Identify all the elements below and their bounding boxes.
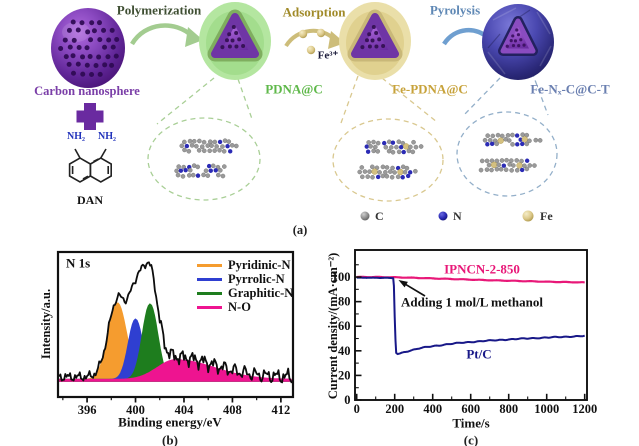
adsorption-label: Adsorption <box>282 4 346 20</box>
legend-swatch <box>197 305 222 309</box>
tick-label: 80 <box>338 295 351 309</box>
legend-item: N-O <box>197 300 293 314</box>
caption-a: (a) <box>292 222 308 237</box>
atom-legend-fe-label: Fe <box>540 209 553 223</box>
zoom-callout-pdna <box>147 77 261 201</box>
tick-label: 0 <box>344 393 350 407</box>
legend-label: Graphitic-N <box>228 285 294 300</box>
xps-yaxis-label: Intensity/a.u. <box>38 288 53 360</box>
caption-c: (c) <box>463 432 479 446</box>
synthesis-schematic-panel <box>51 2 558 222</box>
fenx-molecular-structure <box>478 132 543 173</box>
fe-pdna-c-label: Fe-PDNA@C <box>392 81 468 97</box>
fe-ion-dots <box>298 28 326 55</box>
legend-label: N-O <box>228 299 251 314</box>
curve-IPNCN-2-850 <box>356 275 585 284</box>
tick-label: 412 <box>272 403 291 417</box>
xps-plot-frame <box>56 250 295 399</box>
adsorption-arrow <box>284 28 345 49</box>
atom-legend-c-label: C <box>375 209 384 223</box>
annotation-arrow-head <box>398 280 408 288</box>
iron-atom-icon <box>522 210 534 222</box>
xps-plot: 396 400 404 408 412 <box>56 250 295 417</box>
methanol-annotation: Adding 1 mol/L methanol <box>401 294 543 310</box>
legend-swatch <box>197 277 222 281</box>
zoom-callout-fenx <box>456 71 558 197</box>
pyrolysis-label: Pyrolysis <box>429 2 481 18</box>
polymerization-label: Polymerization <box>116 2 202 18</box>
legend-item: Pyrrolic-N <box>197 272 293 286</box>
nitrogen-atom-icon <box>438 211 448 221</box>
atom-legend-n-label: N <box>453 209 462 223</box>
tick-label: 400 <box>126 403 145 417</box>
nh2-left-label: NH₂ <box>67 131 85 142</box>
xps-xaxis-label: Binding energy/eV <box>118 414 222 430</box>
tick-label: 404 <box>175 403 195 417</box>
curve-Pt/C <box>356 276 585 356</box>
ca-xaxis-label: Time/s <box>452 415 490 431</box>
pdna-c-label: PDNA@C <box>265 81 323 97</box>
tick-label: 800 <box>499 402 518 416</box>
fe-nx-c-label: Fe-Nₓ-C@C-T <box>530 81 610 97</box>
dan-molecule-graphic <box>68 148 112 183</box>
pdna-c-graphic <box>199 2 271 80</box>
tick-label: 100 <box>332 270 351 284</box>
dan-label: DAN <box>77 193 103 207</box>
carbon-nanosphere-label: Carbon nanosphere <box>34 83 140 98</box>
plus-icon <box>76 103 104 130</box>
legend-swatch <box>197 263 222 267</box>
carbon-atom-icon <box>360 211 370 221</box>
pdna-molecular-structure <box>174 138 239 179</box>
xps-title: N 1s <box>66 255 91 271</box>
tick-label: 408 <box>223 403 242 417</box>
ptc-curve-label: Pt/C <box>466 346 492 362</box>
tick-label: 20 <box>338 368 351 382</box>
annotation-arrow-line <box>405 283 426 297</box>
tick-label: 40 <box>338 344 351 358</box>
tick-label: 200 <box>385 402 404 416</box>
zoom-callout-fe-pdna <box>332 75 444 202</box>
caption-b: (b) <box>162 432 178 446</box>
fe-ion-label: Fe³⁺ <box>317 49 339 62</box>
tick-label: 1200 <box>572 402 597 416</box>
tick-label: 600 <box>461 402 480 416</box>
atom-legend-dots <box>360 210 534 222</box>
legend-item: Pyridinic-N <box>197 258 293 272</box>
legend-item: Graphitic-N <box>197 286 293 300</box>
tick-label: 60 <box>338 319 351 333</box>
carbon-nanosphere-graphic <box>51 8 125 88</box>
tick-label: 1000 <box>534 402 559 416</box>
ca-yaxis-label: Current density/(mA·cm⁻²) <box>325 252 340 400</box>
tick-label: 396 <box>78 403 97 417</box>
ipncn-curve-label: IPNCN-2-850 <box>444 261 520 277</box>
fe-nx-c-graphic <box>482 4 554 80</box>
fe-pdna-c-graphic <box>339 2 411 80</box>
xps-envelope-curve <box>58 261 293 384</box>
legend-label: Pyrrolic-N <box>228 271 285 286</box>
xps-legend: Pyridinic-N Pyrrolic-N Graphitic-N N-O <box>197 258 293 314</box>
legend-swatch <box>197 291 222 295</box>
tick-label: 400 <box>423 402 442 416</box>
nh2-right-label: NH₂ <box>98 131 116 142</box>
polymerization-arrow <box>130 23 203 47</box>
fe-pdna-molecular-structure <box>357 139 424 180</box>
legend-label: Pyridinic-N <box>228 257 291 272</box>
tick-label: 0 <box>354 402 360 416</box>
